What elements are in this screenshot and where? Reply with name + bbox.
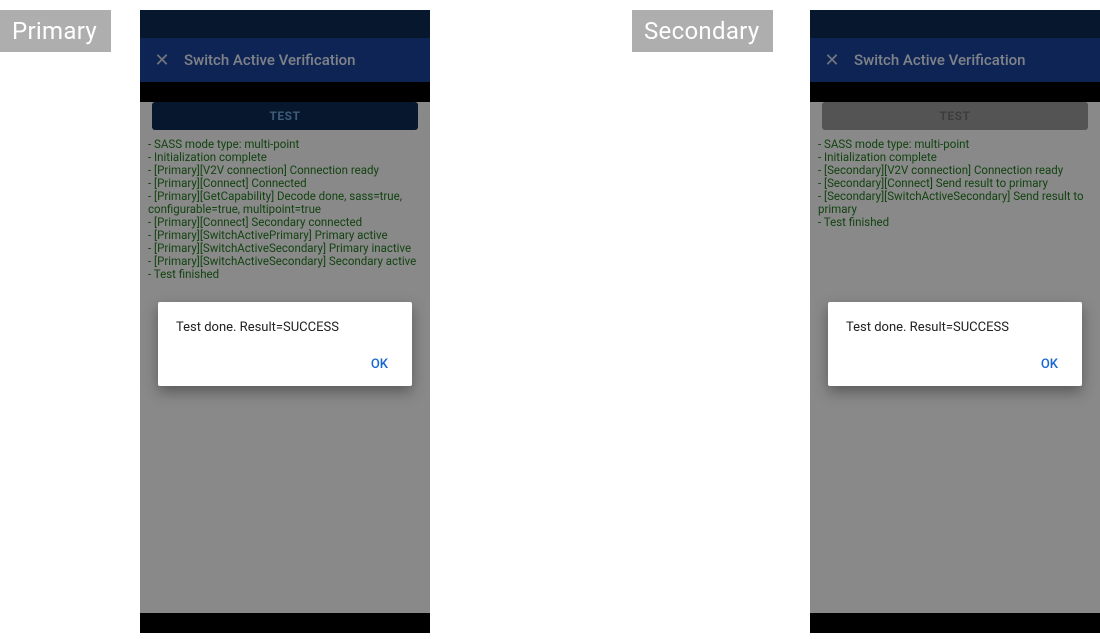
secondary-device-screen: ✕ Switch Active Verification TEST - SASS… (810, 10, 1100, 633)
badge-label: Secondary (644, 17, 759, 45)
dialog-actions: OK (846, 353, 1064, 376)
android-nav-bar (810, 613, 1100, 633)
primary-device-screen: ✕ Switch Active Verification TEST - SASS… (140, 10, 430, 633)
result-dialog: Test done. Result=SUCCESS OK (828, 302, 1082, 386)
device-badge-secondary: Secondary (632, 10, 773, 52)
device-badge-primary: Primary (0, 10, 111, 52)
dialog-message: Test done. Result=SUCCESS (846, 320, 1064, 335)
android-nav-bar (140, 613, 430, 633)
ok-button[interactable]: OK (1035, 353, 1064, 376)
dialog-message: Test done. Result=SUCCESS (176, 320, 394, 335)
ok-button[interactable]: OK (365, 353, 394, 376)
result-dialog: Test done. Result=SUCCESS OK (158, 302, 412, 386)
dialog-actions: OK (176, 353, 394, 376)
badge-label: Primary (12, 17, 97, 45)
